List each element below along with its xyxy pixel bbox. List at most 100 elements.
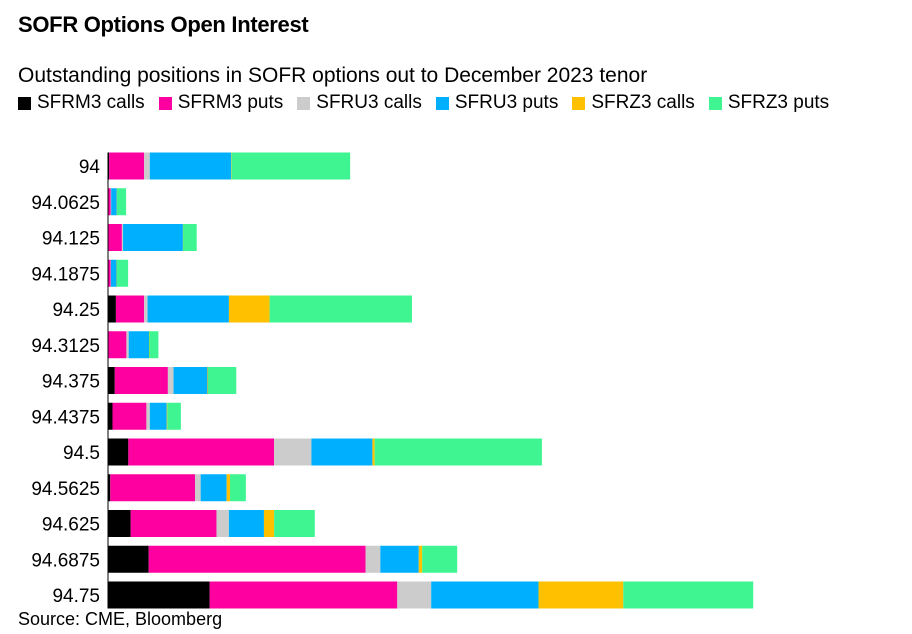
bar-segment bbox=[397, 581, 432, 609]
bar-segment bbox=[183, 224, 197, 251]
bar-segment bbox=[110, 259, 112, 287]
category-label: 94.375 bbox=[42, 372, 100, 393]
bar-segment bbox=[166, 402, 168, 430]
bar-segment bbox=[111, 188, 117, 216]
bar-segment bbox=[431, 581, 539, 609]
bar-segment bbox=[110, 259, 117, 287]
bar-segment bbox=[231, 152, 351, 180]
legend-label: SFRU3 calls bbox=[316, 92, 422, 113]
bar-segment bbox=[418, 545, 423, 573]
bar-segment bbox=[110, 474, 196, 502]
category-label: 94.75 bbox=[52, 586, 100, 607]
category-label: 94.1875 bbox=[31, 264, 100, 285]
chart-title: SOFR Options Open Interest bbox=[18, 12, 309, 37]
bar-segment bbox=[623, 581, 754, 609]
bar-segment bbox=[195, 474, 201, 502]
category-label: 94.125 bbox=[42, 229, 100, 250]
bar-segment bbox=[109, 152, 145, 180]
category-label: 94.5625 bbox=[31, 479, 100, 500]
legend-swatch bbox=[572, 96, 586, 110]
bar-segment bbox=[149, 331, 159, 359]
legend-label: SFRZ3 puts bbox=[727, 92, 830, 113]
bar-segment bbox=[372, 438, 375, 466]
bar-segment bbox=[311, 438, 373, 466]
bar-segment bbox=[108, 510, 131, 537]
bar-segment bbox=[149, 331, 150, 359]
category-label: 94.625 bbox=[42, 515, 100, 536]
bar-segment bbox=[231, 152, 232, 180]
bar-segment bbox=[200, 474, 227, 502]
bar-segment bbox=[263, 510, 275, 537]
category-label: 94.3125 bbox=[31, 336, 100, 357]
legend-label: SFRM3 puts bbox=[177, 92, 284, 113]
bar-segment bbox=[108, 152, 110, 180]
legend-swatch bbox=[18, 96, 31, 110]
category-label: 94.5 bbox=[63, 443, 100, 464]
bar-segment bbox=[147, 295, 229, 323]
category-label: 94.6875 bbox=[31, 550, 100, 571]
category-label: 94.0625 bbox=[31, 193, 100, 214]
bar-segment bbox=[274, 510, 315, 537]
category-label: 94.4375 bbox=[31, 407, 100, 428]
legend-swatch bbox=[297, 96, 311, 110]
bar-segment bbox=[108, 259, 111, 287]
source-note: Source: CME, Bloomberg bbox=[18, 609, 223, 629]
bar-segment bbox=[115, 295, 145, 323]
bar-segment bbox=[110, 188, 112, 216]
bar-segment bbox=[144, 152, 150, 180]
legend-label: SFRU3 puts bbox=[454, 92, 559, 113]
bar-segment bbox=[380, 545, 419, 573]
bar-segment bbox=[149, 152, 232, 180]
bar-segment bbox=[148, 545, 366, 573]
bar-segment bbox=[112, 402, 147, 430]
bar-segment bbox=[208, 367, 237, 394]
legend-item: SFRZ3 puts bbox=[708, 89, 830, 117]
bar-segment bbox=[123, 224, 183, 251]
category-label: 94.25 bbox=[52, 300, 100, 321]
bar-segment bbox=[126, 331, 129, 359]
legend-item: SFRU3 calls bbox=[297, 89, 422, 117]
bar-segment bbox=[114, 367, 168, 394]
bar-segment bbox=[226, 474, 231, 502]
bar-segment bbox=[117, 188, 127, 216]
chart-legend: SFRM3 calls SFRM3 puts SFRU3 calls SFRU3 pu… bbox=[18, 89, 878, 119]
bar-segment bbox=[269, 295, 412, 323]
legend-label: SFRZ3 calls bbox=[591, 92, 695, 113]
bar-segment bbox=[128, 331, 150, 359]
bar-segment bbox=[374, 438, 542, 466]
bar-segment bbox=[108, 188, 111, 216]
bar-segment bbox=[274, 438, 312, 466]
bar-segment bbox=[228, 295, 270, 323]
bar-segment bbox=[538, 581, 624, 609]
bar-segment bbox=[228, 510, 264, 537]
bar-segment bbox=[116, 259, 129, 287]
bar-segment bbox=[108, 545, 149, 573]
bar-segment bbox=[108, 224, 122, 251]
legend-swatch bbox=[435, 96, 449, 110]
bar-segment bbox=[144, 295, 148, 323]
legend-swatch bbox=[158, 96, 172, 110]
bar-segment bbox=[128, 438, 275, 466]
legend-swatch bbox=[708, 96, 722, 110]
bar-segment bbox=[167, 367, 174, 394]
bar-segment bbox=[130, 510, 217, 537]
legend-item: SFRM3 puts bbox=[158, 89, 284, 117]
bar-segment bbox=[207, 367, 209, 394]
bar-segment bbox=[209, 581, 398, 609]
bar-segment bbox=[167, 402, 181, 430]
legend-label: SFRM3 calls bbox=[37, 92, 145, 113]
bar-segment bbox=[108, 438, 129, 466]
category-label: 94 bbox=[79, 157, 101, 178]
bar-segment bbox=[149, 402, 167, 430]
legend-item: SFRU3 puts bbox=[435, 89, 559, 117]
bar-segment bbox=[108, 474, 111, 502]
bar-segment bbox=[365, 545, 381, 573]
bar-segment bbox=[108, 331, 127, 359]
bar-segment bbox=[216, 510, 229, 537]
bar-segment bbox=[422, 545, 458, 573]
bar-segment bbox=[146, 402, 150, 430]
bar-segment bbox=[173, 367, 208, 394]
bar-segment bbox=[230, 474, 246, 502]
bar-segment bbox=[108, 581, 210, 609]
